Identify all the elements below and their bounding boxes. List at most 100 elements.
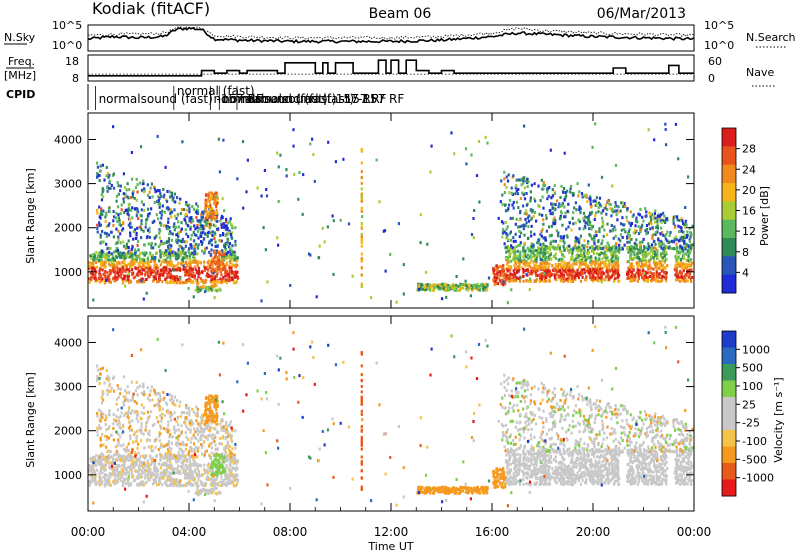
power-cell	[515, 266, 518, 270]
power-cell	[500, 269, 503, 273]
power-cell	[684, 233, 687, 237]
power-cell	[226, 227, 229, 230]
power-cell	[556, 234, 560, 238]
power-cell	[493, 275, 496, 279]
power-cell	[150, 272, 153, 276]
power-cell	[509, 247, 513, 251]
power-cell	[590, 275, 593, 279]
power-cell	[166, 224, 169, 228]
power-cell	[206, 265, 209, 269]
power-cell	[186, 256, 189, 260]
power-cell	[219, 268, 222, 272]
power-cell	[220, 223, 223, 227]
power-cell	[122, 222, 125, 226]
power-cell	[504, 220, 507, 224]
power-cell	[566, 235, 569, 239]
power-cell	[189, 266, 192, 270]
power-cell	[130, 196, 133, 200]
power-cell	[206, 204, 209, 208]
power-cell	[176, 264, 179, 268]
power-cell	[614, 201, 617, 204]
power-cell	[573, 206, 576, 210]
velocity-cell	[101, 480, 104, 484]
power-cell	[185, 280, 188, 284]
power-cell	[339, 218, 342, 222]
power-cell	[102, 240, 105, 244]
power-cell	[563, 215, 566, 219]
power-cell	[508, 247, 511, 250]
power-cell	[466, 286, 469, 290]
velocity-cell	[91, 475, 94, 479]
velocity-cell	[190, 463, 193, 467]
power-cell	[221, 216, 224, 219]
power-cell	[677, 250, 680, 254]
velocity-cell	[139, 475, 142, 479]
power-cell	[579, 264, 582, 268]
power-cell	[211, 269, 214, 273]
power-cell	[617, 273, 620, 277]
power-cell	[193, 224, 196, 228]
velocity-cell	[103, 457, 106, 461]
power-cell	[311, 137, 314, 141]
power-cell	[660, 226, 663, 230]
power-cell	[630, 274, 633, 278]
power-cell	[200, 235, 203, 238]
power-cell	[277, 199, 280, 203]
power-cell	[613, 225, 616, 229]
power-cell	[233, 258, 236, 262]
power-cell	[220, 262, 223, 266]
power-cell	[678, 275, 681, 279]
power-cell	[675, 251, 678, 255]
power-cell	[277, 165, 280, 169]
power-cell	[145, 266, 148, 270]
power-cell	[518, 258, 521, 262]
velocity-cell	[207, 476, 210, 480]
power-cell	[110, 252, 113, 256]
velocity-cell	[162, 457, 165, 460]
power-cell	[529, 199, 532, 203]
power-cell	[551, 194, 555, 198]
power-cell	[514, 256, 517, 260]
velocity-cell	[207, 492, 210, 495]
power-cell	[546, 190, 549, 194]
power-cell	[536, 274, 539, 277]
velocity-cell	[227, 480, 230, 484]
power-cell	[503, 191, 506, 194]
velocity-cell	[128, 484, 131, 488]
power-cell	[114, 278, 117, 282]
power-cell	[101, 260, 104, 264]
power-cell	[101, 190, 104, 194]
power-cell	[115, 216, 118, 220]
power-cell	[112, 276, 115, 280]
power-cell	[169, 279, 172, 283]
power-cell	[161, 242, 164, 246]
power-cell	[225, 261, 228, 265]
velocity-cell	[112, 467, 115, 471]
power-cell	[596, 259, 599, 262]
power-cell	[549, 212, 552, 216]
power-cell	[609, 207, 612, 211]
power-cell	[215, 208, 218, 212]
power-cell	[574, 275, 577, 279]
power-cell	[92, 267, 95, 270]
velocity-cell	[116, 480, 119, 484]
power-cell	[574, 246, 577, 250]
velocity-cell	[194, 491, 197, 495]
power-cell	[105, 242, 108, 246]
power-cell	[569, 249, 572, 253]
velocity-cell	[150, 475, 153, 479]
velocity-cell	[214, 491, 217, 495]
power-cell	[92, 260, 95, 264]
velocity-cell	[144, 481, 147, 484]
power-cell	[229, 258, 232, 262]
velocity-cell	[233, 483, 236, 487]
power-cell	[130, 248, 133, 251]
power-cell	[555, 247, 558, 251]
power-cell	[537, 238, 540, 242]
power-cell	[196, 271, 199, 275]
power-cell	[611, 245, 614, 249]
power-cell	[221, 249, 224, 253]
power-cell	[233, 250, 236, 254]
power-cell	[139, 258, 142, 262]
